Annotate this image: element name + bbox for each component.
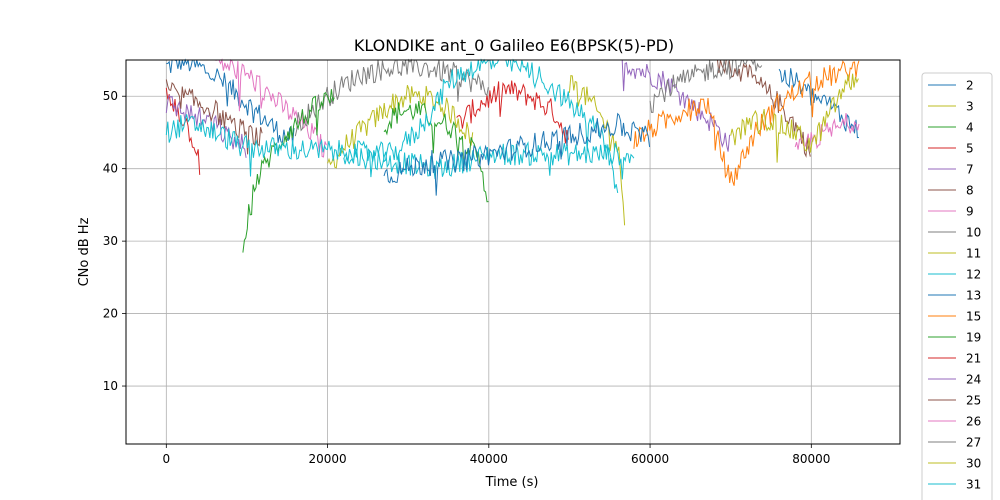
series-line-19 [242, 89, 335, 253]
legend-label-7: 7 [966, 163, 974, 177]
series-line-30 [730, 73, 859, 163]
legend-label-15: 15 [966, 310, 981, 324]
series-line-9 [214, 58, 327, 158]
legend-label-19: 19 [966, 331, 981, 345]
y-tick-label: 50 [103, 89, 118, 103]
legend-label-21: 21 [966, 352, 981, 366]
legend-label-31: 31 [966, 478, 981, 492]
legend-label-10: 10 [966, 226, 981, 240]
series-line-31 [165, 58, 619, 193]
x-tick-label: 80000 [792, 452, 830, 466]
series-line-2 [166, 58, 295, 145]
series-layer [165, 58, 860, 253]
y-axis-label: CNo dB Hz [77, 217, 92, 286]
x-tick-label: 0 [162, 452, 170, 466]
legend-label-4: 4 [966, 121, 974, 135]
legend-label-25: 25 [966, 394, 981, 408]
series-line-33 [383, 112, 651, 196]
series-line-25 [165, 79, 263, 155]
series-line-21 [165, 87, 201, 175]
series-line-24 [165, 94, 247, 158]
legend-items: 2 3 4 5 7 8 9 10 11 12 13 15 19 21 24 25 26 27 30 31 33 [928, 79, 981, 500]
x-tick-label: 60000 [631, 452, 669, 466]
legend-label-8: 8 [966, 184, 974, 198]
chart-title: KLONDIKE ant_0 Galileo E6(BPSK(5)-PD) [354, 36, 674, 56]
legend-label-33: 33 [966, 499, 981, 500]
y-tick-label: 10 [103, 379, 118, 393]
legend-label-27: 27 [966, 436, 981, 450]
ticks-layer: 0 20000 40000 60000 80000 10 20 30 40 50 [103, 89, 831, 466]
grid-layer [126, 60, 900, 444]
legend-label-30: 30 [966, 457, 981, 471]
series-line-15 [633, 60, 860, 186]
x-axis-label: Time (s) [485, 475, 539, 490]
y-tick-label: 20 [103, 307, 118, 321]
legend-label-26: 26 [966, 415, 981, 429]
series-line-27 [649, 59, 763, 113]
y-tick-label: 30 [103, 234, 118, 248]
series-line-26 [794, 112, 860, 150]
series-line-5 [456, 80, 569, 144]
legend: 2 3 4 5 7 8 9 10 11 12 13 15 19 21 24 25 26 27 30 31 33 [921, 72, 993, 500]
legend-label-5: 5 [966, 142, 974, 156]
legend-label-11: 11 [966, 247, 981, 261]
x-tick-label: 40000 [470, 452, 508, 466]
series-line-13 [778, 68, 859, 139]
series-line-3 [327, 85, 474, 169]
legend-box [921, 72, 993, 500]
legend-label-3: 3 [966, 100, 974, 114]
series-line-4 [383, 101, 489, 203]
legend-label-13: 13 [966, 289, 981, 303]
legend-label-2: 2 [966, 79, 974, 93]
legend-label-12: 12 [966, 268, 981, 282]
legend-label-9: 9 [966, 205, 974, 219]
legend-label-24: 24 [966, 373, 981, 387]
series-line-10 [294, 58, 489, 137]
plot-frame [125, 59, 901, 445]
y-tick-label: 40 [103, 162, 118, 176]
x-tick-label: 20000 [308, 452, 346, 466]
